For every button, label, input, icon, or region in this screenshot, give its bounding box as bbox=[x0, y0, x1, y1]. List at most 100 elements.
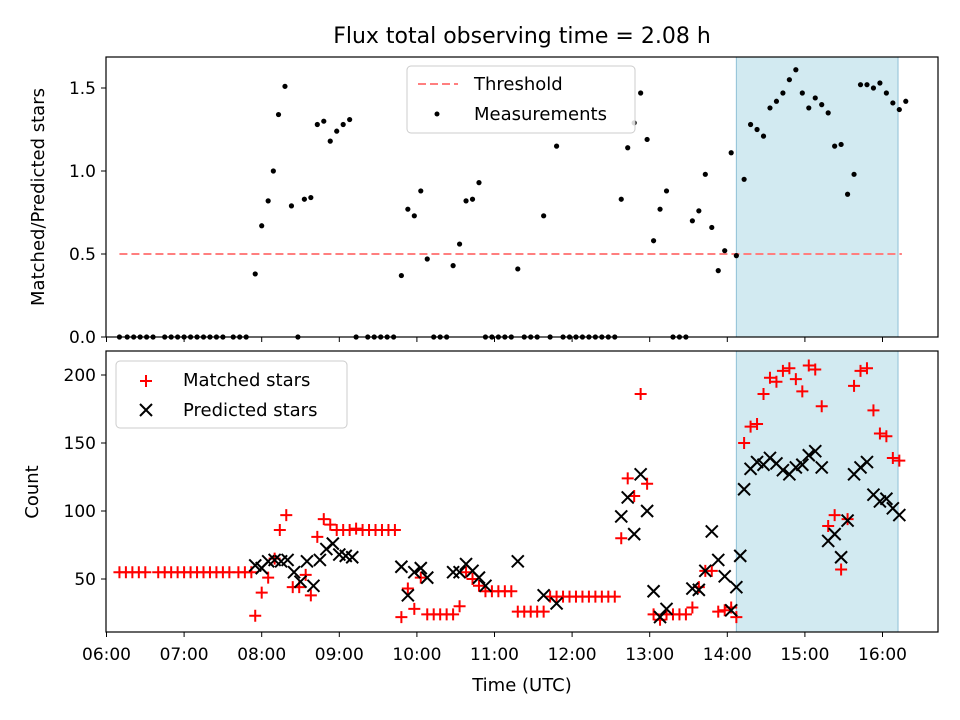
measurement-point bbox=[463, 198, 469, 204]
measurement-point bbox=[259, 223, 265, 229]
measurement-point bbox=[793, 67, 799, 73]
predicted-stars-point bbox=[326, 536, 340, 551]
x-tick-label: 09:00 bbox=[315, 645, 364, 665]
predicted-stars-point bbox=[646, 584, 661, 598]
measurement-point bbox=[424, 256, 430, 262]
matched-stars-point bbox=[789, 373, 802, 386]
matched-stars-point bbox=[712, 605, 725, 618]
measurement-point bbox=[780, 90, 786, 96]
matched-stars-point bbox=[886, 451, 899, 464]
matched-stars-point bbox=[751, 417, 764, 430]
predicted-stars-point bbox=[287, 565, 301, 579]
measurement-point bbox=[265, 198, 271, 204]
measurement-point bbox=[773, 98, 780, 104]
matched-stars-point bbox=[860, 362, 873, 375]
count-x-ticks: 06:00 07:00 08:00 09:00 10:00 11:00 12:00 13:00… bbox=[82, 632, 907, 665]
matched-stars-point bbox=[802, 359, 815, 372]
matched-stars-point bbox=[815, 400, 828, 413]
predicted-stars-point bbox=[729, 580, 744, 594]
matched-stars-point bbox=[505, 585, 518, 598]
predicted-stars-point bbox=[737, 482, 751, 496]
measurement-point bbox=[418, 188, 424, 194]
matched-stars-point bbox=[608, 590, 621, 603]
predicted-stars-point bbox=[834, 550, 848, 564]
ratio-panel: 0.0 0.5 1.0 1.5 Matched/Predicted stars Thr… bbox=[28, 56, 939, 348]
measurement-point bbox=[515, 266, 521, 272]
matched-stars-point bbox=[809, 363, 822, 376]
measurement-point bbox=[314, 121, 320, 128]
measurements-legend-swatch bbox=[434, 111, 440, 117]
predicted-stars-point bbox=[659, 602, 674, 616]
predicted-stars-point bbox=[614, 509, 628, 524]
matched-stars-point bbox=[304, 589, 317, 602]
measurement-point bbox=[321, 118, 327, 124]
predicted-stars-point bbox=[705, 524, 719, 539]
matched-stars-point bbox=[139, 566, 152, 579]
measurement-point bbox=[650, 238, 657, 244]
ratio-y-tick-label: 0.5 bbox=[69, 245, 96, 265]
count-axes-frame bbox=[105, 350, 939, 633]
measurement-point bbox=[411, 213, 417, 219]
predicted-stars-point bbox=[280, 553, 295, 567]
matched-stars-point bbox=[718, 604, 731, 617]
predicted-stars-point bbox=[776, 463, 790, 477]
matched-stars-point bbox=[873, 427, 886, 440]
measurement-point bbox=[733, 253, 739, 259]
x-tick-label: 14:00 bbox=[703, 645, 752, 665]
measurement-point bbox=[760, 133, 767, 139]
predicted-stars-point bbox=[414, 561, 428, 575]
measurement-point bbox=[275, 111, 282, 118]
measurement-point bbox=[696, 208, 702, 214]
predicted-stars-point bbox=[394, 560, 409, 574]
matched-stars-point bbox=[686, 601, 699, 614]
measurement-point bbox=[405, 206, 411, 212]
count-plot-area bbox=[113, 359, 907, 626]
matched-stars-point bbox=[249, 609, 262, 622]
predicted-stars-point bbox=[452, 565, 467, 579]
measurement-point bbox=[715, 268, 721, 274]
measurement-point bbox=[819, 102, 825, 108]
matched-stars-point bbox=[343, 524, 356, 537]
matched-stars-point bbox=[388, 524, 401, 537]
matched-stars-point bbox=[848, 379, 861, 392]
matched-stars-point bbox=[615, 532, 628, 545]
predicted-stars-point bbox=[640, 504, 654, 518]
matched-stars-point bbox=[867, 404, 880, 417]
predicted-stars-point bbox=[633, 467, 648, 481]
matched-stars-point bbox=[654, 613, 667, 626]
measurement-point bbox=[308, 194, 314, 201]
measurement-point bbox=[832, 143, 838, 149]
matched-stars-point bbox=[453, 600, 466, 613]
count-y-tick-label: 150 bbox=[64, 434, 96, 454]
x-tick-label: 11:00 bbox=[470, 645, 519, 665]
measurement-point bbox=[282, 83, 288, 89]
ratio-plot-area bbox=[116, 67, 909, 340]
measurements-legend-label: Measurements bbox=[474, 104, 607, 125]
ratio-x-ticks bbox=[106, 337, 883, 342]
measurement-point bbox=[327, 138, 333, 144]
predicted-stars-point bbox=[733, 549, 747, 563]
measurement-point bbox=[799, 90, 805, 96]
measurement-point bbox=[644, 136, 650, 143]
predicted-stars-point bbox=[511, 554, 525, 569]
predicted-stars-point bbox=[827, 527, 842, 541]
predicted-stars-point bbox=[345, 550, 359, 564]
count-y-label: Count bbox=[22, 465, 43, 518]
predicted-stars-point bbox=[401, 588, 415, 603]
measurement-point bbox=[877, 80, 883, 86]
predicted-stars-point bbox=[692, 583, 706, 597]
matched-stars-point bbox=[880, 430, 893, 443]
predicted-stars-point bbox=[653, 610, 667, 624]
matched-stars-point bbox=[299, 568, 312, 581]
measurement-point bbox=[741, 176, 747, 182]
predicted-stars-point bbox=[808, 444, 822, 458]
predicted-stars-point bbox=[860, 455, 874, 469]
predicted-stars-point bbox=[718, 569, 732, 583]
ratio-axes-frame bbox=[105, 56, 939, 338]
measurement-point bbox=[838, 141, 844, 148]
predicted-stars-point bbox=[698, 564, 713, 578]
threshold-legend-label: Threshold bbox=[473, 74, 563, 95]
predicted-stars-point bbox=[815, 460, 829, 475]
measurement-point bbox=[825, 110, 831, 116]
